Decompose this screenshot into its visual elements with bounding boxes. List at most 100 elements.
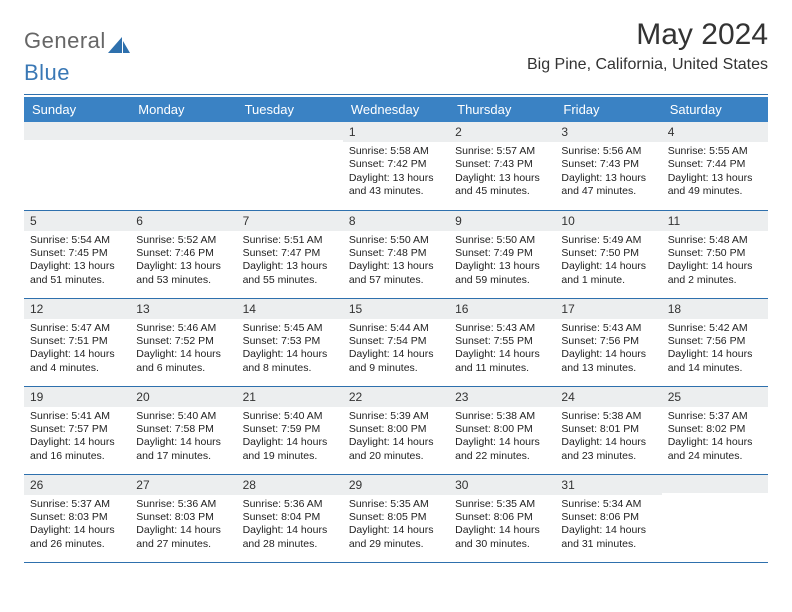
sunrise-text: Sunrise: 5:43 AM — [455, 322, 549, 335]
calendar-row: 5Sunrise: 5:54 AMSunset: 7:45 PMDaylight… — [24, 210, 768, 298]
day-details: Sunrise: 5:47 AMSunset: 7:51 PMDaylight:… — [24, 319, 130, 381]
calendar-table: Sunday Monday Tuesday Wednesday Thursday… — [24, 97, 768, 563]
day-details: Sunrise: 5:55 AMSunset: 7:44 PMDaylight:… — [662, 142, 768, 204]
sunrise-text: Sunrise: 5:55 AM — [668, 145, 762, 158]
sunrise-text: Sunrise: 5:36 AM — [243, 498, 337, 511]
daylight-text: Daylight: 13 hours and 59 minutes. — [455, 260, 549, 287]
day-number: 11 — [662, 211, 768, 231]
col-saturday: Saturday — [662, 97, 768, 122]
calendar-cell: 31Sunrise: 5:34 AMSunset: 8:06 PMDayligh… — [555, 474, 661, 562]
daylight-text: Daylight: 14 hours and 28 minutes. — [243, 524, 337, 551]
day-details: Sunrise: 5:43 AMSunset: 7:56 PMDaylight:… — [555, 319, 661, 381]
sunset-text: Sunset: 8:01 PM — [561, 423, 655, 436]
day-number: 3 — [555, 122, 661, 142]
sunrise-text: Sunrise: 5:47 AM — [30, 322, 124, 335]
day-number: 14 — [237, 299, 343, 319]
sunrise-text: Sunrise: 5:51 AM — [243, 234, 337, 247]
calendar-cell: 29Sunrise: 5:35 AMSunset: 8:05 PMDayligh… — [343, 474, 449, 562]
calendar-cell: 21Sunrise: 5:40 AMSunset: 7:59 PMDayligh… — [237, 386, 343, 474]
day-details: Sunrise: 5:42 AMSunset: 7:56 PMDaylight:… — [662, 319, 768, 381]
day-number: 25 — [662, 387, 768, 407]
calendar-cell: 4Sunrise: 5:55 AMSunset: 7:44 PMDaylight… — [662, 122, 768, 210]
daylight-text: Daylight: 14 hours and 26 minutes. — [30, 524, 124, 551]
calendar-cell: 26Sunrise: 5:37 AMSunset: 8:03 PMDayligh… — [24, 474, 130, 562]
day-number: 8 — [343, 211, 449, 231]
sunrise-text: Sunrise: 5:54 AM — [30, 234, 124, 247]
day-number: 6 — [130, 211, 236, 231]
daylight-text: Daylight: 13 hours and 55 minutes. — [243, 260, 337, 287]
day-number: 7 — [237, 211, 343, 231]
calendar-cell: 23Sunrise: 5:38 AMSunset: 8:00 PMDayligh… — [449, 386, 555, 474]
calendar-cell: 6Sunrise: 5:52 AMSunset: 7:46 PMDaylight… — [130, 210, 236, 298]
day-number: 10 — [555, 211, 661, 231]
calendar-cell — [24, 122, 130, 210]
daylight-text: Daylight: 13 hours and 47 minutes. — [561, 172, 655, 199]
day-number: 18 — [662, 299, 768, 319]
sunset-text: Sunset: 7:49 PM — [455, 247, 549, 260]
sunrise-text: Sunrise: 5:49 AM — [561, 234, 655, 247]
day-details: Sunrise: 5:36 AMSunset: 8:04 PMDaylight:… — [237, 495, 343, 557]
calendar-cell: 7 Sunrise: 5:51 AMSunset: 7:47 PMDaylight… — [237, 210, 343, 298]
sunset-text: Sunset: 8:00 PM — [349, 423, 443, 436]
calendar-row: 1Sunrise: 5:58 AMSunset: 7:42 PMDaylight… — [24, 122, 768, 210]
day-details: Sunrise: 5:49 AMSunset: 7:50 PMDaylight:… — [555, 231, 661, 293]
day-details — [662, 493, 768, 501]
col-tuesday: Tuesday — [237, 97, 343, 122]
calendar-cell: 25Sunrise: 5:37 AMSunset: 8:02 PMDayligh… — [662, 386, 768, 474]
sunrise-text: Sunrise: 5:50 AM — [349, 234, 443, 247]
sunset-text: Sunset: 7:44 PM — [668, 158, 762, 171]
sunset-text: Sunset: 7:50 PM — [561, 247, 655, 260]
day-number: 9 — [449, 211, 555, 231]
day-details: Sunrise: 5:58 AMSunset: 7:42 PMDaylight:… — [343, 142, 449, 204]
day-number: 19 — [24, 387, 130, 407]
location: Big Pine, California, United States — [527, 56, 768, 74]
daylight-text: Daylight: 13 hours and 43 minutes. — [349, 172, 443, 199]
daylight-text: Daylight: 14 hours and 29 minutes. — [349, 524, 443, 551]
day-number: 13 — [130, 299, 236, 319]
day-details: Sunrise: 5:50 AMSunset: 7:49 PMDaylight:… — [449, 231, 555, 293]
sunset-text: Sunset: 7:59 PM — [243, 423, 337, 436]
daylight-text: Daylight: 14 hours and 30 minutes. — [455, 524, 549, 551]
day-number: 26 — [24, 475, 130, 495]
calendar-cell: 8Sunrise: 5:50 AMSunset: 7:48 PMDaylight… — [343, 210, 449, 298]
day-details: Sunrise: 5:43 AMSunset: 7:55 PMDaylight:… — [449, 319, 555, 381]
day-number: 5 — [24, 211, 130, 231]
day-details: Sunrise: 5:52 AMSunset: 7:46 PMDaylight:… — [130, 231, 236, 293]
day-details: Sunrise: 5:40 AMSunset: 7:58 PMDaylight:… — [130, 407, 236, 469]
sunset-text: Sunset: 7:58 PM — [136, 423, 230, 436]
day-details: Sunrise: 5:56 AMSunset: 7:43 PMDaylight:… — [555, 142, 661, 204]
sunset-text: Sunset: 8:02 PM — [668, 423, 762, 436]
sunset-text: Sunset: 7:47 PM — [243, 247, 337, 260]
day-details: Sunrise: 5:37 AMSunset: 8:03 PMDaylight:… — [24, 495, 130, 557]
sunset-text: Sunset: 7:52 PM — [136, 335, 230, 348]
daylight-text: Daylight: 14 hours and 11 minutes. — [455, 348, 549, 375]
sunset-text: Sunset: 7:48 PM — [349, 247, 443, 260]
day-details: Sunrise: 5:54 AMSunset: 7:45 PMDaylight:… — [24, 231, 130, 293]
sail-icon — [108, 33, 130, 49]
sunset-text: Sunset: 7:46 PM — [136, 247, 230, 260]
daylight-text: Daylight: 13 hours and 57 minutes. — [349, 260, 443, 287]
day-number: 17 — [555, 299, 661, 319]
day-number: 30 — [449, 475, 555, 495]
daylight-text: Daylight: 14 hours and 19 minutes. — [243, 436, 337, 463]
calendar-row: 26Sunrise: 5:37 AMSunset: 8:03 PMDayligh… — [24, 474, 768, 562]
daylight-text: Daylight: 13 hours and 51 minutes. — [30, 260, 124, 287]
sunrise-text: Sunrise: 5:37 AM — [30, 498, 124, 511]
day-details — [24, 140, 130, 148]
col-thursday: Thursday — [449, 97, 555, 122]
calendar-row: 12Sunrise: 5:47 AMSunset: 7:51 PMDayligh… — [24, 298, 768, 386]
calendar-body: 1Sunrise: 5:58 AMSunset: 7:42 PMDaylight… — [24, 122, 768, 562]
sunset-text: Sunset: 7:57 PM — [30, 423, 124, 436]
calendar-cell: 24Sunrise: 5:38 AMSunset: 8:01 PMDayligh… — [555, 386, 661, 474]
sunset-text: Sunset: 7:54 PM — [349, 335, 443, 348]
day-details: Sunrise: 5:50 AMSunset: 7:48 PMDaylight:… — [343, 231, 449, 293]
daylight-text: Daylight: 14 hours and 31 minutes. — [561, 524, 655, 551]
daylight-text: Daylight: 14 hours and 17 minutes. — [136, 436, 230, 463]
calendar-cell: 22Sunrise: 5:39 AMSunset: 8:00 PMDayligh… — [343, 386, 449, 474]
brand-part2: Blue — [24, 60, 70, 86]
calendar-cell: 19Sunrise: 5:41 AMSunset: 7:57 PMDayligh… — [24, 386, 130, 474]
daylight-text: Daylight: 14 hours and 13 minutes. — [561, 348, 655, 375]
sunrise-text: Sunrise: 5:43 AM — [561, 322, 655, 335]
day-number: 2 — [449, 122, 555, 142]
day-details: Sunrise: 5:38 AMSunset: 8:01 PMDaylight:… — [555, 407, 661, 469]
